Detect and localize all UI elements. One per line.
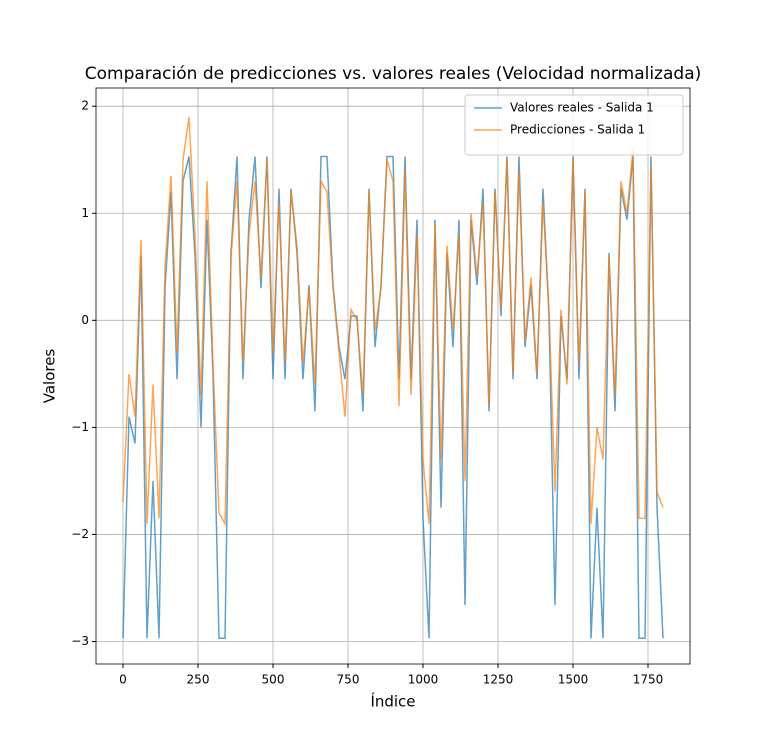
- x-tick-label: 1000: [408, 673, 439, 687]
- legend: Valores reales - Salida 1 Predicciones - …: [464, 94, 684, 156]
- y-tick-label: 1: [81, 206, 89, 220]
- x-tick-label: 750: [337, 673, 360, 687]
- y-tick-label: −3: [71, 634, 89, 648]
- y-tick-label: −1: [71, 420, 89, 434]
- x-tick-label: 1500: [558, 673, 589, 687]
- legend-box: [464, 94, 684, 156]
- y-axis-label: Valores: [41, 349, 59, 404]
- legend-label: Valores reales - Salida 1: [510, 101, 654, 115]
- y-tick-label: 2: [81, 99, 89, 113]
- series-line: [122, 116, 664, 527]
- y-tick-label: 0: [81, 313, 89, 327]
- x-tick-label: 500: [262, 673, 285, 687]
- x-tick-label: 0: [119, 673, 127, 687]
- y-tick-label: −2: [71, 527, 89, 541]
- chart-title: Comparación de predicciones vs. valores …: [85, 64, 702, 84]
- legend-label: Predicciones - Salida 1: [510, 123, 645, 137]
- x-tick-label: 250: [187, 673, 210, 687]
- x-tick-label: 1250: [483, 673, 514, 687]
- x-tick-label: 1750: [633, 673, 664, 687]
- x-axis-label: Índice: [370, 692, 415, 711]
- plot-frame: [95, 87, 691, 665]
- series-line: [122, 155, 664, 640]
